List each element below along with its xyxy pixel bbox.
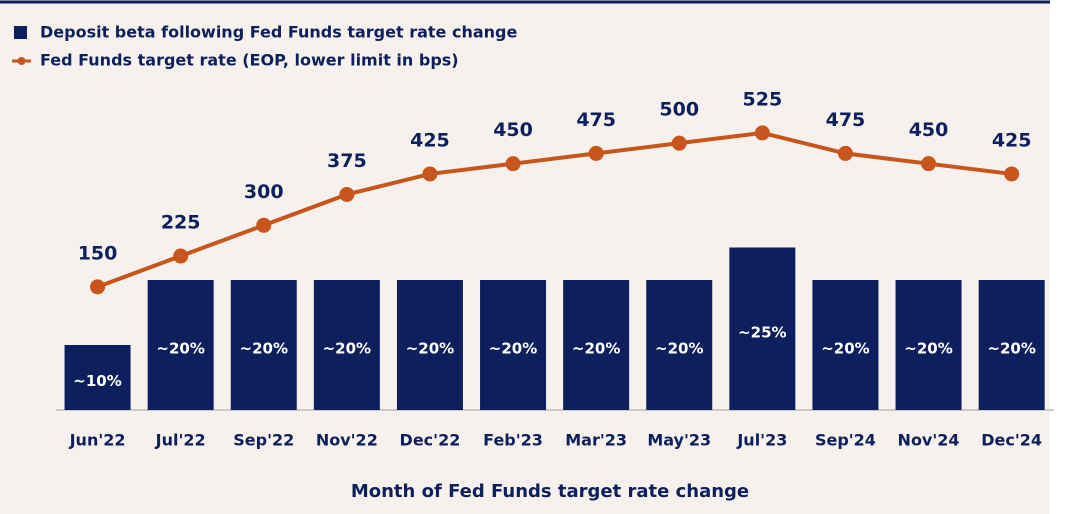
line-point [173,248,189,264]
point-label: 425 [410,129,450,151]
bar-label: ~20% [489,340,537,358]
x-tick-label: Nov'22 [316,431,378,450]
point-label: 150 [78,242,118,264]
bar-label: ~20% [240,340,288,358]
point-label: 300 [244,181,284,203]
bar [147,280,214,410]
point-label: 525 [743,88,783,110]
point-label: 475 [576,109,616,131]
bar [313,280,380,410]
bar-label: ~20% [655,340,703,358]
x-tick-label: Mar'23 [565,431,627,450]
bar [729,247,796,410]
bar [812,280,879,410]
bar-label: ~10% [73,372,121,390]
line [96,130,1012,289]
x-tick-label: Jul'23 [736,431,787,450]
line-point [422,166,438,182]
bar [563,280,630,410]
line-point [671,135,687,151]
line-point [339,186,355,202]
point-label: 425 [992,129,1032,151]
line-point [837,145,853,161]
point-label: 500 [659,99,699,121]
line-point [754,125,770,141]
line-point [921,156,937,172]
x-tick-label: Jul'22 [155,431,206,450]
bar [895,280,962,410]
line-point [256,217,272,233]
bar-label: ~20% [156,340,204,358]
bar-label: ~20% [904,340,952,358]
line-point [1004,166,1020,182]
x-tick-label: Jun'22 [69,431,126,450]
bar [64,345,131,410]
x-axis-label: Month of Fed Funds target rate change [351,481,749,502]
point-label: 450 [493,119,533,141]
bar-label: ~20% [987,340,1035,358]
x-tick-label: Feb'23 [483,431,543,450]
x-tick-label: Dec'22 [400,431,461,450]
x-tick-label: Dec'24 [981,431,1042,450]
point-label: 450 [909,119,949,141]
bar-label: ~20% [572,340,620,358]
bar [646,280,713,410]
bar-label: ~20% [821,340,869,358]
bar-label: ~20% [323,340,371,358]
x-tick-label: Nov'24 [898,431,960,450]
bar-label: ~25% [738,323,786,341]
legend-swatch [17,57,26,65]
x-tick-label: Sep'24 [815,431,876,450]
point-label: 475 [826,109,866,131]
line-point [588,145,604,161]
point-label: 375 [327,150,367,172]
x-tick-label: Sep'22 [233,431,294,450]
bar-label: ~20% [406,340,454,358]
legend-label: Deposit beta following Fed Funds target … [40,23,517,42]
legend-label: Fed Funds target rate (EOP, lower limit … [40,51,459,70]
line-point [505,156,521,172]
bar [978,280,1045,410]
bar [480,280,547,410]
bar [230,280,297,410]
point-label: 225 [161,212,201,234]
x-tick-label: May'23 [647,431,711,450]
legend-swatch [14,26,27,39]
bar [396,280,463,410]
line-point [90,279,106,295]
